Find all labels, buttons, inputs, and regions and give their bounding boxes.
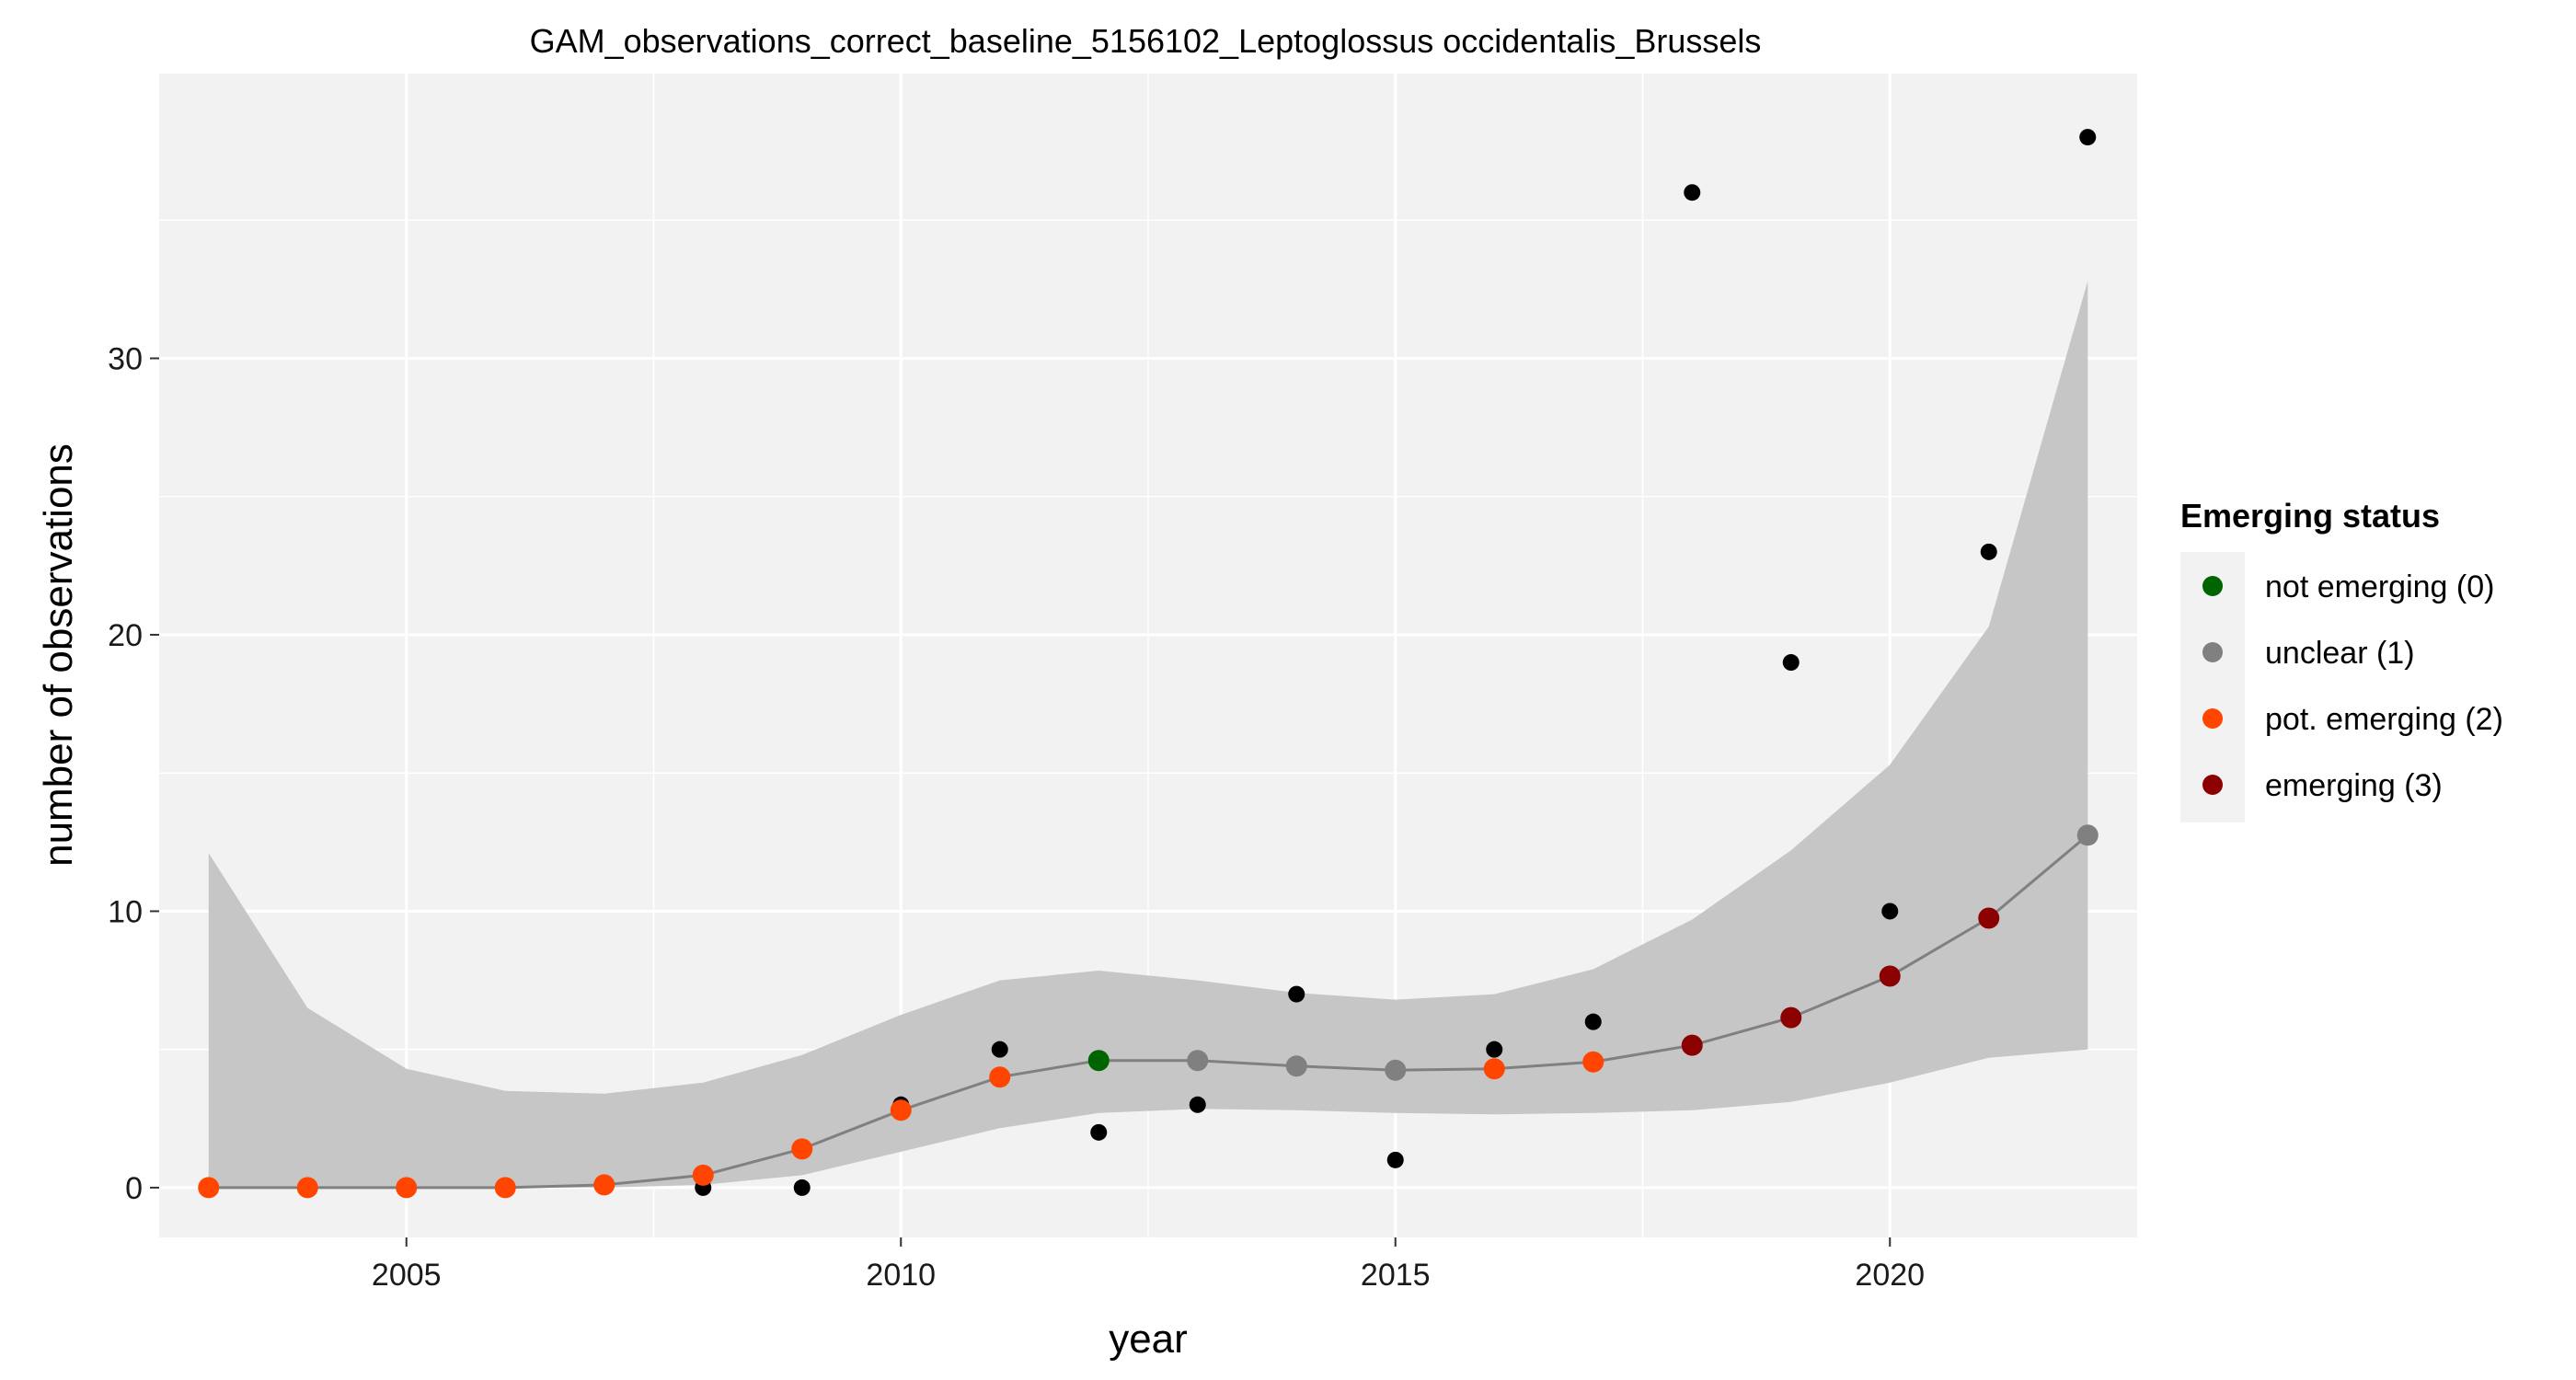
- x-tick-label: 2005: [372, 1258, 442, 1293]
- observation-point: [2079, 129, 2097, 146]
- observation-point: [1288, 985, 1305, 1003]
- fit-point: [593, 1174, 615, 1196]
- observation-point: [1486, 1041, 1503, 1058]
- chart-title: GAM_observations_correct_baseline_515610…: [530, 22, 1762, 60]
- fit-point: [2076, 824, 2099, 846]
- y-tick-label: 20: [108, 618, 143, 653]
- axis-ticks: 2005 2010 2015 2020 0 10 20 30: [108, 341, 1925, 1293]
- observation-point: [1189, 1096, 1206, 1113]
- fit-point: [1187, 1050, 1209, 1072]
- y-tick-label: 0: [125, 1171, 143, 1206]
- fit-point: [989, 1066, 1011, 1088]
- y-tick-label: 30: [108, 341, 143, 376]
- observation-point: [1090, 1123, 1108, 1141]
- fit-point: [1879, 965, 1901, 987]
- legend-key: [2202, 708, 2223, 729]
- y-axis-title: number of observations: [36, 443, 81, 867]
- legend-label: emerging (3): [2265, 768, 2443, 803]
- fit-point: [1483, 1058, 1505, 1080]
- legend-key: [2202, 642, 2223, 662]
- observation-point: [1584, 1013, 1602, 1030]
- fit-point: [1087, 1050, 1110, 1072]
- legend-key: [2202, 576, 2223, 596]
- observation-point: [1782, 654, 1800, 672]
- fit-point: [1978, 907, 2000, 929]
- legend: Emerging status not emerging (0) unclear …: [2180, 497, 2503, 822]
- fit-point: [791, 1138, 813, 1160]
- fit-line: [208, 834, 2089, 1190]
- fit-point: [494, 1177, 516, 1199]
- legend-label: pot. emerging (2): [2265, 702, 2503, 737]
- x-axis-title: year: [1109, 1317, 1188, 1362]
- fit-point: [1582, 1051, 1604, 1073]
- fit-point: [692, 1164, 714, 1186]
- fit-points: [198, 824, 2099, 1199]
- y-tick-label: 10: [108, 894, 143, 929]
- x-tick-label: 2020: [1855, 1258, 1925, 1293]
- fit-point: [1681, 1034, 1703, 1056]
- legend-title: Emerging status: [2180, 497, 2440, 535]
- legend-label: unclear (1): [2265, 636, 2415, 671]
- fit-point: [396, 1177, 418, 1199]
- observation-point: [1881, 903, 1899, 920]
- observation-point: [793, 1179, 811, 1196]
- x-tick-label: 2010: [866, 1258, 936, 1293]
- fit-point: [890, 1099, 912, 1121]
- fit-point: [1385, 1059, 1407, 1081]
- observation-point: [1980, 543, 1997, 560]
- fit-point: [1780, 1006, 1802, 1029]
- legend-key: [2202, 775, 2223, 795]
- fit-point: [1285, 1055, 1307, 1077]
- legend-label: not emerging (0): [2265, 569, 2494, 604]
- observation-point: [1684, 184, 1701, 201]
- x-tick-label: 2015: [1361, 1258, 1431, 1293]
- confidence-band: [208, 281, 2088, 1188]
- fit-point: [296, 1177, 318, 1199]
- observation-point: [991, 1041, 1008, 1058]
- fit-point: [198, 1177, 220, 1199]
- observation-point: [1386, 1151, 1404, 1168]
